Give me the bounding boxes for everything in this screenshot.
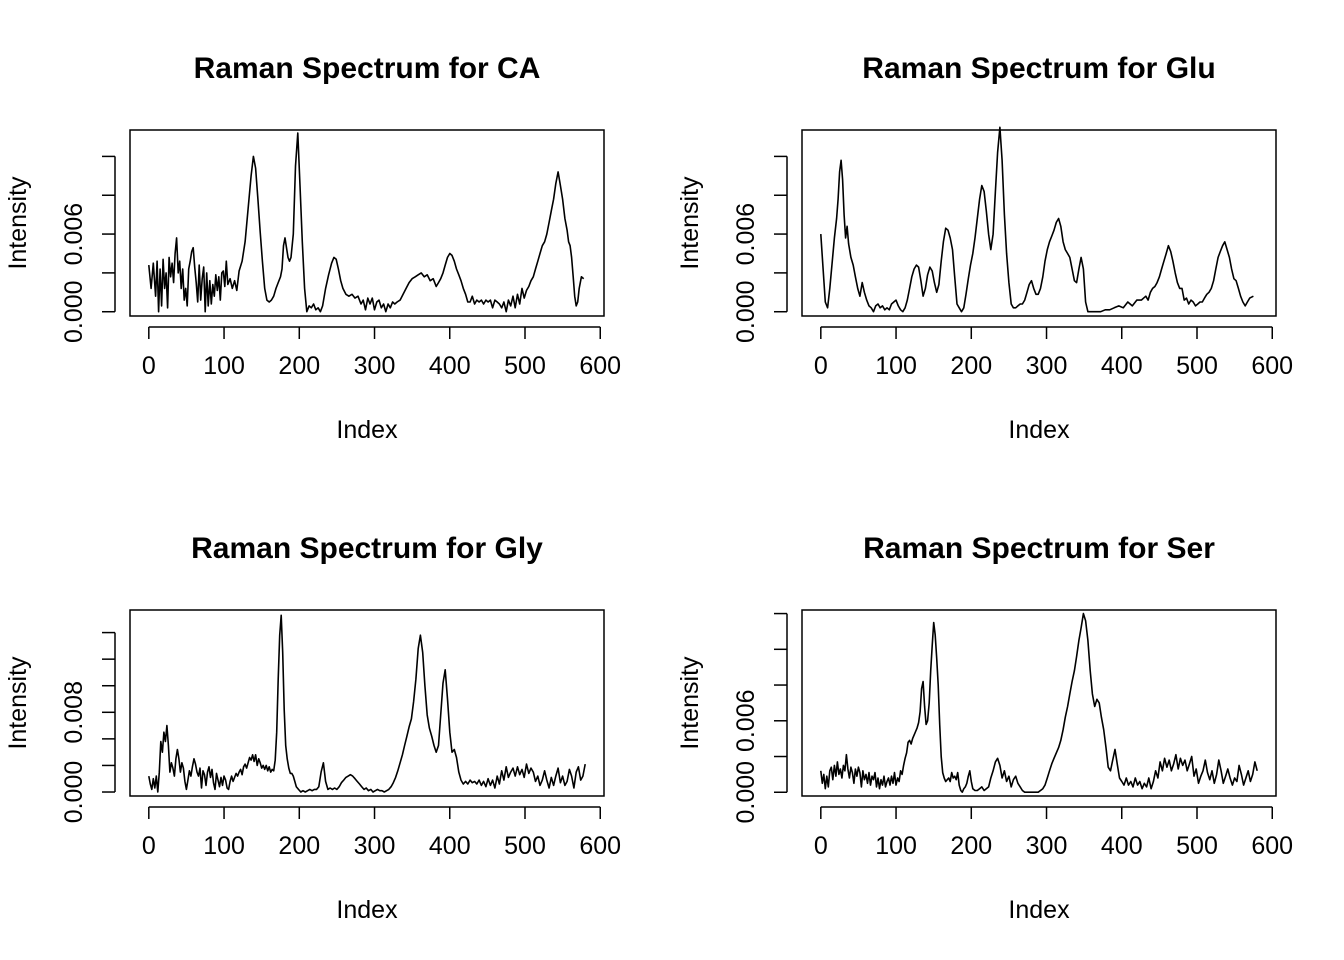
x-tick-label: 200	[950, 352, 992, 380]
x-tick-label: 400	[429, 832, 471, 860]
x-tick-label: 500	[504, 832, 546, 860]
y-tick-label: 0.008	[60, 681, 88, 744]
chart-panel-4: Raman Spectrum for Ser 0 100 200 300 400 500 60…	[676, 532, 1293, 924]
y-tick-label: 0.006	[60, 203, 88, 266]
x-axis-label: Index	[336, 416, 398, 444]
x-tick-label: 300	[354, 832, 396, 860]
x-tick-label: 300	[1026, 832, 1068, 860]
y-tick-label: 0.000	[60, 761, 88, 824]
spectrum-line	[820, 126, 1254, 313]
x-tick-label: 600	[1251, 352, 1293, 380]
x-tick-label: 0	[142, 832, 156, 860]
x-tick-label: 300	[354, 352, 396, 380]
x-tick-label: 500	[1176, 832, 1218, 860]
x-tick-label: 0	[814, 832, 828, 860]
y-tick-label: 0.000	[732, 280, 760, 343]
chart-title: Raman Spectrum for CA	[194, 52, 541, 85]
chart-panel-1: Raman Spectrum for CA 0 100 200 300 400 500 600…	[4, 52, 621, 444]
y-tick-label: 0.006	[732, 689, 760, 752]
spectrum-line	[820, 612, 1258, 794]
x-tick-label: 600	[579, 352, 621, 380]
y-axis-label: Intensity	[4, 176, 32, 270]
chart-title: Raman Spectrum for Glu	[862, 52, 1215, 85]
y-tick-label: 0.000	[60, 280, 88, 343]
x-tick-label: 200	[950, 832, 992, 860]
x-tick-label: 200	[278, 832, 320, 860]
x-axis-label: Index	[1008, 896, 1070, 924]
x-axis-label: Index	[1008, 416, 1070, 444]
x-axis-label: Index	[336, 896, 398, 924]
y-axis-label: Intensity	[4, 656, 32, 750]
y-axis-label: Intensity	[676, 176, 704, 270]
spectrum-line	[148, 614, 586, 793]
x-tick-label: 100	[875, 352, 917, 380]
x-tick-label: 500	[1176, 352, 1218, 380]
y-tick-label: 0.006	[732, 203, 760, 266]
spectrum-line	[148, 132, 585, 313]
x-tick-label: 400	[1101, 832, 1143, 860]
x-tick-label: 0	[814, 352, 828, 380]
plot-frame	[129, 609, 605, 797]
chart-panel-3: Raman Spectrum for Gly 0 100 200 300 400 500 60…	[4, 532, 621, 924]
x-tick-label: 100	[203, 832, 245, 860]
x-tick-label: 0	[142, 352, 156, 380]
chart-title: Raman Spectrum for Gly	[191, 532, 543, 565]
plot-frame	[801, 129, 1277, 317]
x-tick-label: 600	[1251, 832, 1293, 860]
y-axis-label: Intensity	[676, 656, 704, 750]
y-tick-label: 0.000	[732, 761, 760, 824]
x-tick-label: 100	[203, 352, 245, 380]
x-tick-label: 100	[875, 832, 917, 860]
plot-frame	[129, 129, 605, 317]
x-tick-label: 300	[1026, 352, 1068, 380]
x-tick-label: 500	[504, 352, 546, 380]
x-tick-label: 400	[1101, 352, 1143, 380]
chart-panel-2: Raman Spectrum for Glu 0 100 200 300 400 500 60…	[676, 52, 1293, 444]
chart-title: Raman Spectrum for Ser	[863, 532, 1215, 565]
x-tick-label: 400	[429, 352, 471, 380]
plot-frame	[801, 609, 1277, 797]
x-tick-label: 200	[278, 352, 320, 380]
x-tick-label: 600	[579, 832, 621, 860]
